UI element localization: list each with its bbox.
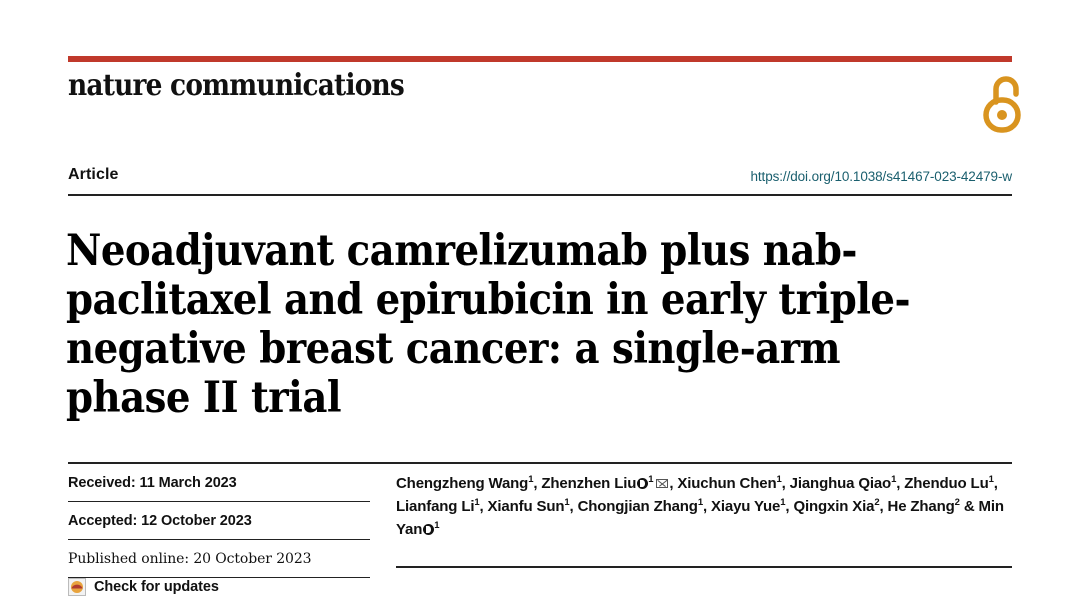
author-separator: , bbox=[533, 475, 542, 492]
author-separator: , bbox=[569, 498, 578, 515]
orcid-icon[interactable] bbox=[423, 524, 435, 535]
author-affiliation-sup: 1 bbox=[474, 497, 480, 508]
author-name: Jianghua Qiao bbox=[789, 475, 892, 492]
page-title: Neoadjuvant camrelizumab plus nab-paclit… bbox=[66, 225, 911, 423]
author-separator: , bbox=[896, 475, 901, 492]
author-name: Xianfu Sun bbox=[487, 498, 565, 515]
email-icon[interactable] bbox=[656, 479, 669, 488]
accepted-date: Accepted: 12 October 2023 bbox=[68, 512, 252, 529]
author-affiliation-sup: 2 bbox=[874, 497, 880, 508]
author-name: He Zhang bbox=[887, 498, 955, 515]
received-row: Received: 11 March 2023 bbox=[68, 464, 370, 502]
author-name: Zhenduo Lu bbox=[904, 475, 989, 492]
crossmark-icon bbox=[68, 578, 86, 596]
header-divider bbox=[68, 194, 1012, 196]
author-affiliation-sup: 1 bbox=[697, 497, 703, 508]
metadata-top-divider bbox=[68, 462, 1012, 464]
author-name: Chongjian Zhang bbox=[577, 498, 698, 515]
author-bottom-divider bbox=[396, 566, 1012, 568]
author-separator: , bbox=[993, 475, 998, 492]
author-affiliation-sup: 1 bbox=[988, 474, 994, 485]
published-row: Published online: 20 October 2023 bbox=[68, 540, 370, 578]
author-separator: & bbox=[959, 498, 979, 515]
open-lock-icon bbox=[982, 72, 1026, 134]
received-date: Received: 11 March 2023 bbox=[68, 474, 237, 491]
author-separator: , bbox=[781, 475, 790, 492]
author-name: Xiayu Yue bbox=[711, 498, 781, 515]
author-affiliation-sup: 2 bbox=[954, 497, 960, 508]
author-name: Min Yan bbox=[396, 498, 1004, 538]
author-name: Qingxin Xia bbox=[793, 498, 875, 515]
check-for-updates-label: Check for updates bbox=[94, 579, 219, 595]
author-list: Chengzheng Wang1, Zhenzhen Liu 1, Xiuchun… bbox=[396, 472, 1012, 541]
check-for-updates[interactable]: Check for updates bbox=[68, 578, 219, 596]
brand-rule bbox=[68, 56, 1012, 62]
author-affiliation-sup: 1 bbox=[776, 474, 782, 485]
publication-dates: Received: 11 March 2023 Accepted: 12 Oct… bbox=[68, 464, 370, 578]
author-affiliation-sup: 1 bbox=[780, 497, 786, 508]
published-date: Published online: 20 October 2023 bbox=[68, 550, 312, 567]
article-type-label: Article bbox=[68, 166, 119, 183]
article-meta-row: Article https://doi.org/10.1038/s41467-0… bbox=[68, 166, 1012, 192]
author-name: Chengzheng Wang bbox=[396, 475, 529, 492]
author-affiliation-sup: 1 bbox=[434, 520, 440, 531]
journal-name: nature communications bbox=[68, 68, 405, 103]
author-affiliation-sup: 1 bbox=[891, 474, 897, 485]
author-affiliation-sup: 1 bbox=[564, 497, 570, 508]
accepted-row: Accepted: 12 October 2023 bbox=[68, 502, 370, 540]
author-separator: , bbox=[879, 498, 888, 515]
author-name: Zhenzhen Liu bbox=[541, 475, 637, 492]
author-name: Xiuchun Chen bbox=[677, 475, 777, 492]
doi-link[interactable]: https://doi.org/10.1038/s41467-023-42479… bbox=[750, 169, 1013, 184]
author-affiliation-sup: 1 bbox=[528, 474, 534, 485]
journal-masthead: nature communications bbox=[68, 56, 1012, 101]
author-name: Lianfang Li bbox=[396, 498, 475, 515]
author-separator: , bbox=[669, 475, 678, 492]
author-separator: , bbox=[479, 498, 488, 515]
author-separator: , bbox=[785, 498, 790, 515]
orcid-icon[interactable] bbox=[637, 478, 649, 489]
author-separator: , bbox=[702, 498, 711, 515]
author-affiliation-sup: 1 bbox=[648, 474, 654, 485]
